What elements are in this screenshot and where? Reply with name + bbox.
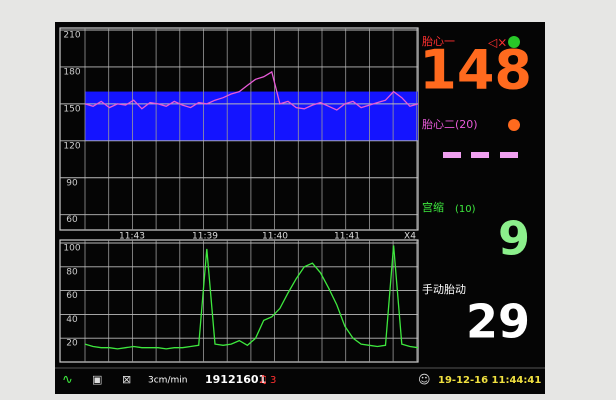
bell-icon: ♫ bbox=[258, 373, 268, 386]
y-tick-label: 120 bbox=[63, 141, 80, 151]
screen bbox=[55, 22, 545, 394]
dash bbox=[500, 152, 518, 158]
status-dot bbox=[508, 36, 520, 48]
status-dot bbox=[508, 119, 520, 131]
y-tick-label: 60 bbox=[66, 291, 78, 301]
y-tick-label: 20 bbox=[66, 339, 78, 349]
paper-icon: ⊠ bbox=[122, 373, 131, 386]
fm-label: 手动胎动 bbox=[422, 282, 466, 296]
x-tick-label: 11:43 bbox=[119, 232, 145, 242]
wave-icon: ∿ bbox=[62, 373, 73, 388]
face-icon: ☺ bbox=[418, 373, 431, 387]
y-tick-label: 90 bbox=[66, 178, 78, 188]
fhr1-value: 148 bbox=[419, 39, 532, 102]
charts: 60 90 120 150 180 210 11:43 11:39 11:40 11:41 X4 20… bbox=[59, 27, 419, 363]
x-tick-label: 11:40 bbox=[262, 232, 288, 242]
datetime: 19-12-16 11:44:41 bbox=[438, 375, 541, 386]
fm-value: 29 bbox=[466, 295, 530, 349]
y-tick-label: 80 bbox=[66, 267, 78, 277]
y-tick-label: 150 bbox=[63, 104, 80, 114]
speaker-icon: ◁× bbox=[487, 36, 507, 50]
dash bbox=[443, 152, 461, 158]
y-tick-label: 210 bbox=[63, 31, 80, 41]
uc-scale: (10) bbox=[455, 204, 476, 215]
y-tick-label: 40 bbox=[66, 315, 78, 325]
dash bbox=[471, 152, 489, 158]
speed: 3cm/min bbox=[148, 376, 187, 386]
normal-band bbox=[85, 91, 418, 141]
record-id: 19121601 bbox=[205, 373, 266, 386]
print-icon: ▣ bbox=[92, 373, 102, 386]
x-tick-label: X4 bbox=[404, 232, 416, 242]
fhr2-label: 胎心二(20) bbox=[422, 117, 478, 131]
y-tick-label: 100 bbox=[63, 244, 80, 254]
y-tick-label: 60 bbox=[66, 215, 78, 225]
uc-value: 9 bbox=[498, 212, 530, 266]
trace bbox=[84, 70, 419, 111]
x-tick-label: 11:39 bbox=[192, 232, 218, 242]
alarm-count: 3 bbox=[270, 375, 276, 386]
x-tick-label: 11:41 bbox=[334, 232, 360, 242]
trace bbox=[84, 245, 419, 350]
fhr1-label: 胎心一 bbox=[422, 34, 455, 48]
uc-label: 宫缩 bbox=[422, 200, 444, 214]
chart-frame bbox=[59, 239, 419, 363]
y-tick-label: 180 bbox=[63, 67, 80, 77]
